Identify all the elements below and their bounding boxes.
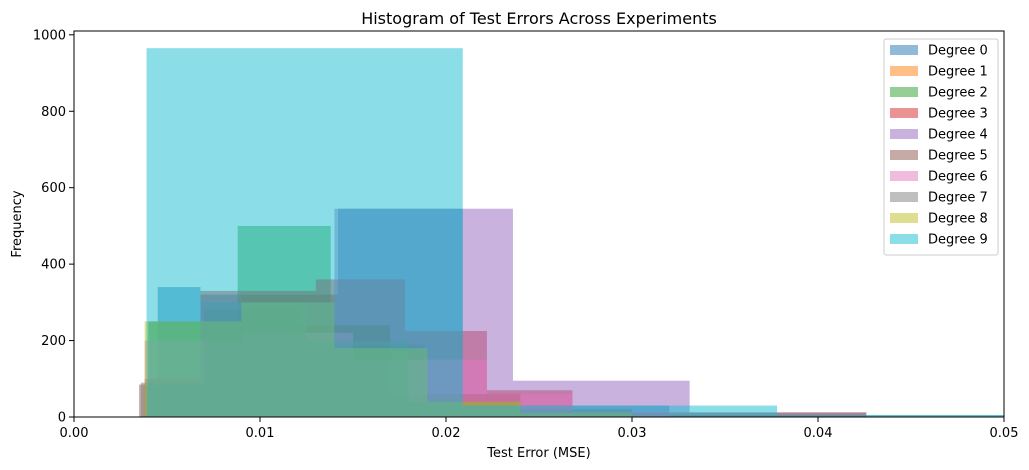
histogram-bar [777, 415, 1004, 417]
histogram-bar [146, 48, 463, 417]
legend-item: Degree 8 [890, 212, 988, 227]
legend-item: Degree 6 [890, 170, 988, 185]
series-degree-9 [146, 48, 1004, 417]
legend-swatch [890, 171, 918, 181]
legend-swatch [890, 234, 918, 244]
legend-item: Degree 5 [890, 149, 988, 164]
legend-label: Degree 4 [928, 128, 988, 143]
legend-label: Degree 7 [928, 191, 988, 206]
legend-item: Degree 4 [890, 128, 988, 143]
legend-label: Degree 9 [928, 233, 988, 248]
legend-swatch [890, 129, 918, 139]
y-axis-ticks: 0 200 400 600 800 1000 [33, 28, 74, 426]
legend-label: Degree 1 [928, 65, 988, 80]
y-tick-label: 0 [58, 411, 66, 426]
legend-swatch [890, 213, 918, 223]
plot-frame [73, 30, 1005, 418]
legend-swatch [890, 66, 918, 76]
legend-label: Degree 5 [928, 149, 988, 164]
x-tick-label: 0.05 [990, 426, 1019, 441]
x-tick-label: 0.02 [432, 426, 461, 441]
legend-label: Degree 0 [928, 44, 988, 59]
x-tick-label: 0.00 [60, 426, 89, 441]
x-axis-ticks: 0.00 0.01 0.02 0.03 0.04 0.05 [60, 417, 1019, 441]
legend-item: Degree 2 [890, 86, 988, 101]
y-tick-label: 600 [41, 181, 66, 196]
legend-item: Degree 7 [890, 191, 988, 206]
y-tick-label: 200 [41, 334, 66, 349]
legend-item: Degree 1 [890, 65, 988, 80]
histogram-bar [462, 405, 778, 417]
legend-label: Degree 3 [928, 107, 988, 122]
legend: Degree 0 Degree 1 Degree 2 Degree 3 Degree 4… [883, 38, 999, 256]
y-tick-label: 1000 [33, 28, 66, 43]
x-tick-label: 0.01 [246, 426, 275, 441]
legend-swatch [890, 150, 918, 160]
legend-label: Degree 6 [928, 170, 988, 185]
legend-item: Degree 0 [890, 44, 988, 59]
y-axis-label: Frequency [10, 190, 25, 257]
legend-swatch [890, 45, 918, 55]
chart-title: Histogram of Test Errors Across Experime… [361, 9, 717, 28]
y-tick-label: 400 [41, 258, 66, 273]
legend-swatch [890, 87, 918, 97]
x-tick-label: 0.04 [804, 426, 833, 441]
legend-swatch [890, 192, 918, 202]
x-tick-label: 0.03 [618, 426, 647, 441]
bars-layer [139, 48, 1004, 417]
legend-label: Degree 2 [928, 86, 988, 101]
legend-label: Degree 8 [928, 212, 988, 227]
y-tick-label: 800 [41, 105, 66, 120]
legend-swatch [890, 108, 918, 118]
legend-item: Degree 9 [890, 233, 988, 248]
x-axis-label: Test Error (MSE) [486, 446, 590, 461]
legend-item: Degree 3 [890, 107, 988, 122]
